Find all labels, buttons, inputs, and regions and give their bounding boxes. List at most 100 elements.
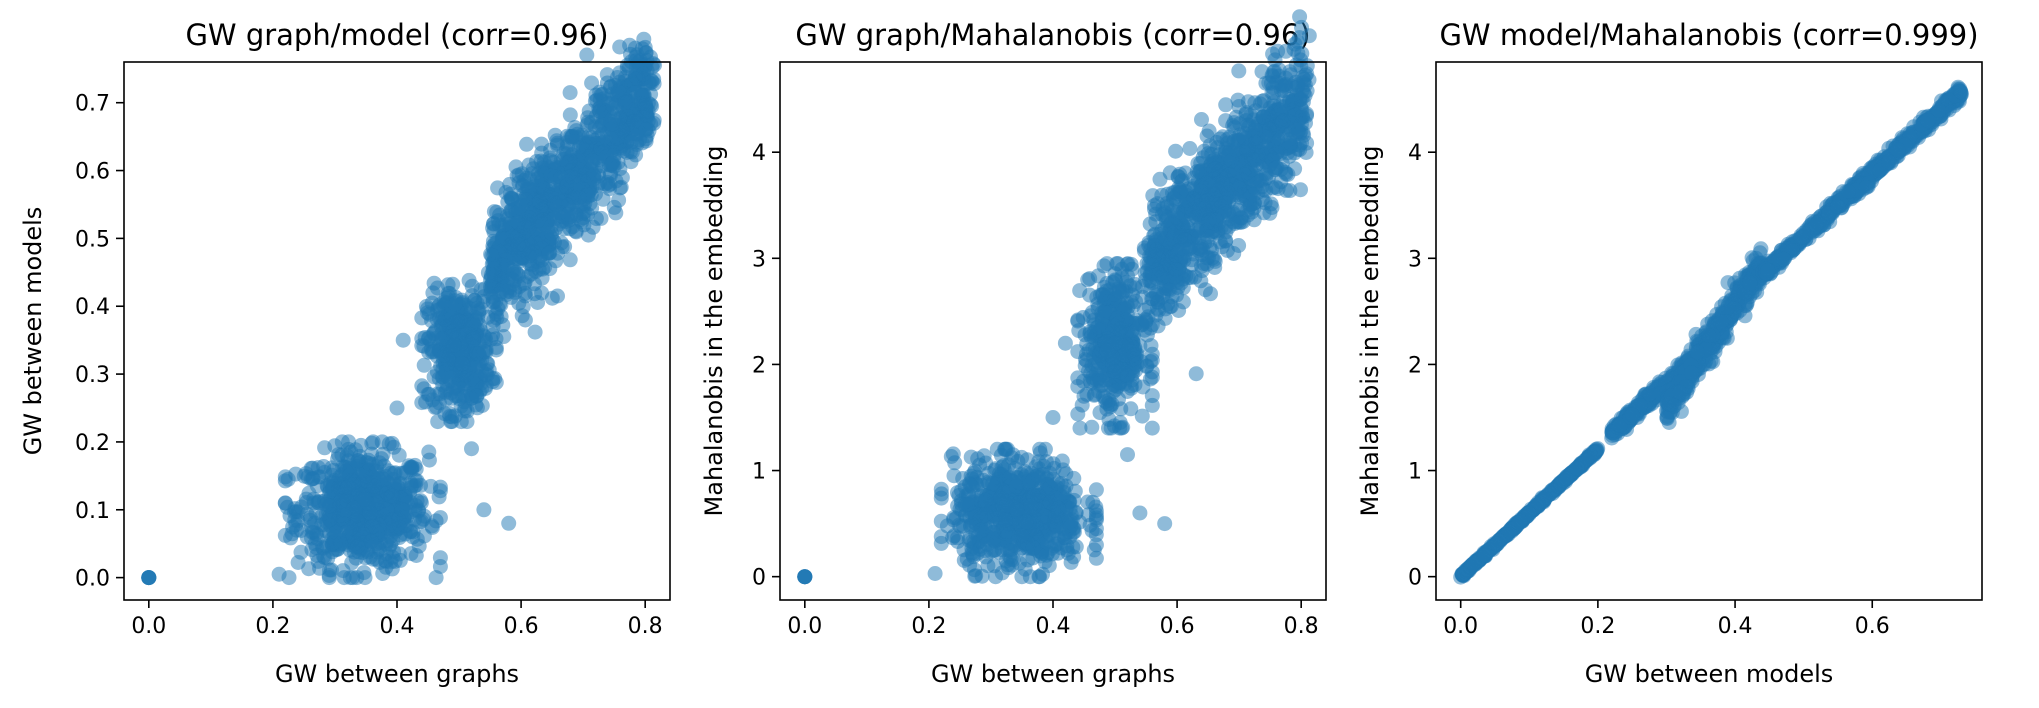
panel-2-cluster-2-point (1086, 542, 1102, 558)
panel-1-cluster-2-point (327, 438, 343, 454)
panel-1-cluster-2-point (375, 566, 391, 581)
panel-2-cluster-4-point (1175, 280, 1191, 296)
panel-1-cluster-3-point (414, 338, 430, 354)
panel-1-cluster-2-point (350, 538, 366, 554)
panel-1-x-tick-label: 0.2 (255, 614, 290, 639)
panel-2-cluster-4-point (1197, 200, 1213, 216)
panel-1-cluster-4-point (534, 285, 550, 301)
panel-1-y-tick-label: 0.5 (75, 227, 110, 252)
panel-1-cluster-2-point (343, 520, 359, 536)
panel-2-cluster-2-point (1001, 526, 1017, 542)
panel-2-cluster-1-point (797, 569, 813, 585)
panel-2-cluster-4-point (1162, 165, 1178, 181)
panel-2-cluster-4-point (1150, 318, 1166, 334)
panel-2-cluster-4-point (1247, 95, 1263, 111)
panel-1-cluster-4-point (562, 153, 578, 169)
panel-1-cluster-4-point (612, 110, 628, 126)
panel-2-cluster-2-point (1084, 523, 1100, 539)
panel-2-cluster-4-point (1217, 219, 1233, 235)
panel-1-cluster-3-point (488, 374, 504, 390)
panel-2-cluster-4-point (1267, 161, 1283, 177)
panel-1-cluster-2-point (294, 499, 309, 515)
panel-1-x-tick-label: 0.8 (628, 614, 663, 639)
panel-2-cluster-3-point (1099, 343, 1115, 359)
panel-2-cluster-4-point (1194, 263, 1210, 279)
panel-1-cluster-2-point (324, 562, 339, 578)
panel-2-y-tick-label: 3 (752, 247, 766, 272)
panel-2-cluster-4-point (1177, 232, 1193, 248)
panel-1-cluster-3-point (438, 391, 454, 407)
panel-1-y-tick-label: 0.1 (75, 499, 110, 524)
panel-1-cluster-2-point (349, 570, 365, 586)
panel-1-cluster-4-point (592, 84, 608, 100)
panel-1-cluster-4-point (552, 194, 568, 210)
panel-1-cluster-2-point (421, 444, 437, 460)
panel-1-cluster-4-point (562, 252, 578, 268)
panel-2-outlier-point (1076, 388, 1092, 404)
panel-1-cluster-4-point (485, 261, 501, 277)
panel-1-ylabel: GW between models (19, 207, 47, 456)
panel-1-cluster-4-point (546, 211, 562, 227)
panel-1-cluster-4-point (611, 85, 627, 101)
panel-1-cluster-4-point (562, 85, 578, 101)
panel-1-cluster-4-point (488, 342, 504, 358)
panel-2-cluster-2-point (965, 546, 981, 562)
panel-2-outlier-point (1057, 335, 1073, 351)
panel-2-cluster-3-point (1090, 268, 1106, 284)
panel-1-cluster-3-point (447, 296, 463, 312)
panel-2-cluster-2-point (1017, 561, 1033, 577)
panel-1-outlier-point (358, 468, 374, 484)
panel-1-cluster-2-point (424, 520, 440, 535)
panel-2-cluster-3-point (1105, 384, 1121, 400)
panel-1-cluster-2-point (316, 548, 332, 564)
panel-1-cluster-2-point (403, 546, 419, 562)
panel-2-y-tick-label: 4 (752, 141, 766, 166)
panel-2-cluster-4-point (1278, 78, 1294, 94)
panel-2-cluster-3-point (1090, 319, 1106, 335)
panel-1-cluster-4-point (636, 31, 652, 47)
panel-2-cluster-4-point (1147, 198, 1162, 214)
panel-1-cluster-3-point (470, 357, 486, 373)
panel-1-y-tick-label: 0.3 (75, 363, 110, 388)
panel-3-cluster-1-point (1455, 566, 1471, 582)
panel-1-cluster-3-point (459, 403, 475, 419)
panel-2-x-tick-label: 0.2 (911, 614, 946, 639)
panel-1-cluster-4-point (511, 268, 527, 284)
panel-2-cluster-3-point (1123, 380, 1139, 396)
panel-1-outlier-point (501, 515, 517, 531)
panel-1-cluster-2-point (386, 477, 402, 493)
panel-1-cluster-3-point (464, 371, 480, 387)
panel-2-cluster-3-point (1070, 406, 1086, 422)
panel-1-cluster-4-point (500, 194, 516, 210)
panel-1-cluster-3-point (469, 388, 485, 404)
panel-2-cluster-4-point (1188, 222, 1204, 238)
panel-2-cluster-4-point (1231, 180, 1247, 196)
panel-1-cluster-3-point (454, 356, 470, 372)
panel-1-cluster-4-point (644, 74, 660, 90)
panel-2-cluster-2-point (968, 526, 984, 542)
panel-2-cluster-2-point (933, 535, 949, 551)
panel-3-cluster-1-point (1477, 547, 1493, 563)
panel-1-cluster-2-point (340, 441, 356, 457)
panel-3-cluster-1-point (1512, 513, 1528, 529)
panel-1-cluster-4-point (626, 114, 642, 130)
panel-1-cluster-4-point (580, 227, 596, 243)
panel-1-cluster-2-point (391, 447, 407, 463)
panel-2-cluster-2-point (1072, 514, 1088, 530)
panel-1-cluster-2-point (366, 478, 382, 494)
panel-2-cluster-2-point (960, 496, 975, 512)
panel-1-cluster-2-point (318, 497, 334, 512)
panel-2-cluster-4-point (1264, 85, 1280, 101)
panel-1-cluster-2-point (363, 533, 379, 549)
panel-2-cluster-2-point (1014, 528, 1030, 544)
panel-2-outlier-point (927, 566, 943, 581)
panel-1-cluster-2-point (277, 473, 293, 489)
panel-2-cluster-4-point (1293, 116, 1309, 132)
panel-1-cluster-3-point (458, 388, 474, 404)
panel-2-cluster-2-point (985, 476, 1001, 492)
panel-2-cluster-3-point (1110, 256, 1126, 272)
panel-1-cluster-3-point (440, 352, 456, 367)
panel-1: GW graph/model (corr=0.96) 0.0 0.2 0.4 0.6 0… (19, 18, 671, 688)
panel-1-cluster-4-point (521, 157, 537, 173)
panel-1-cluster-4-point (571, 190, 587, 206)
